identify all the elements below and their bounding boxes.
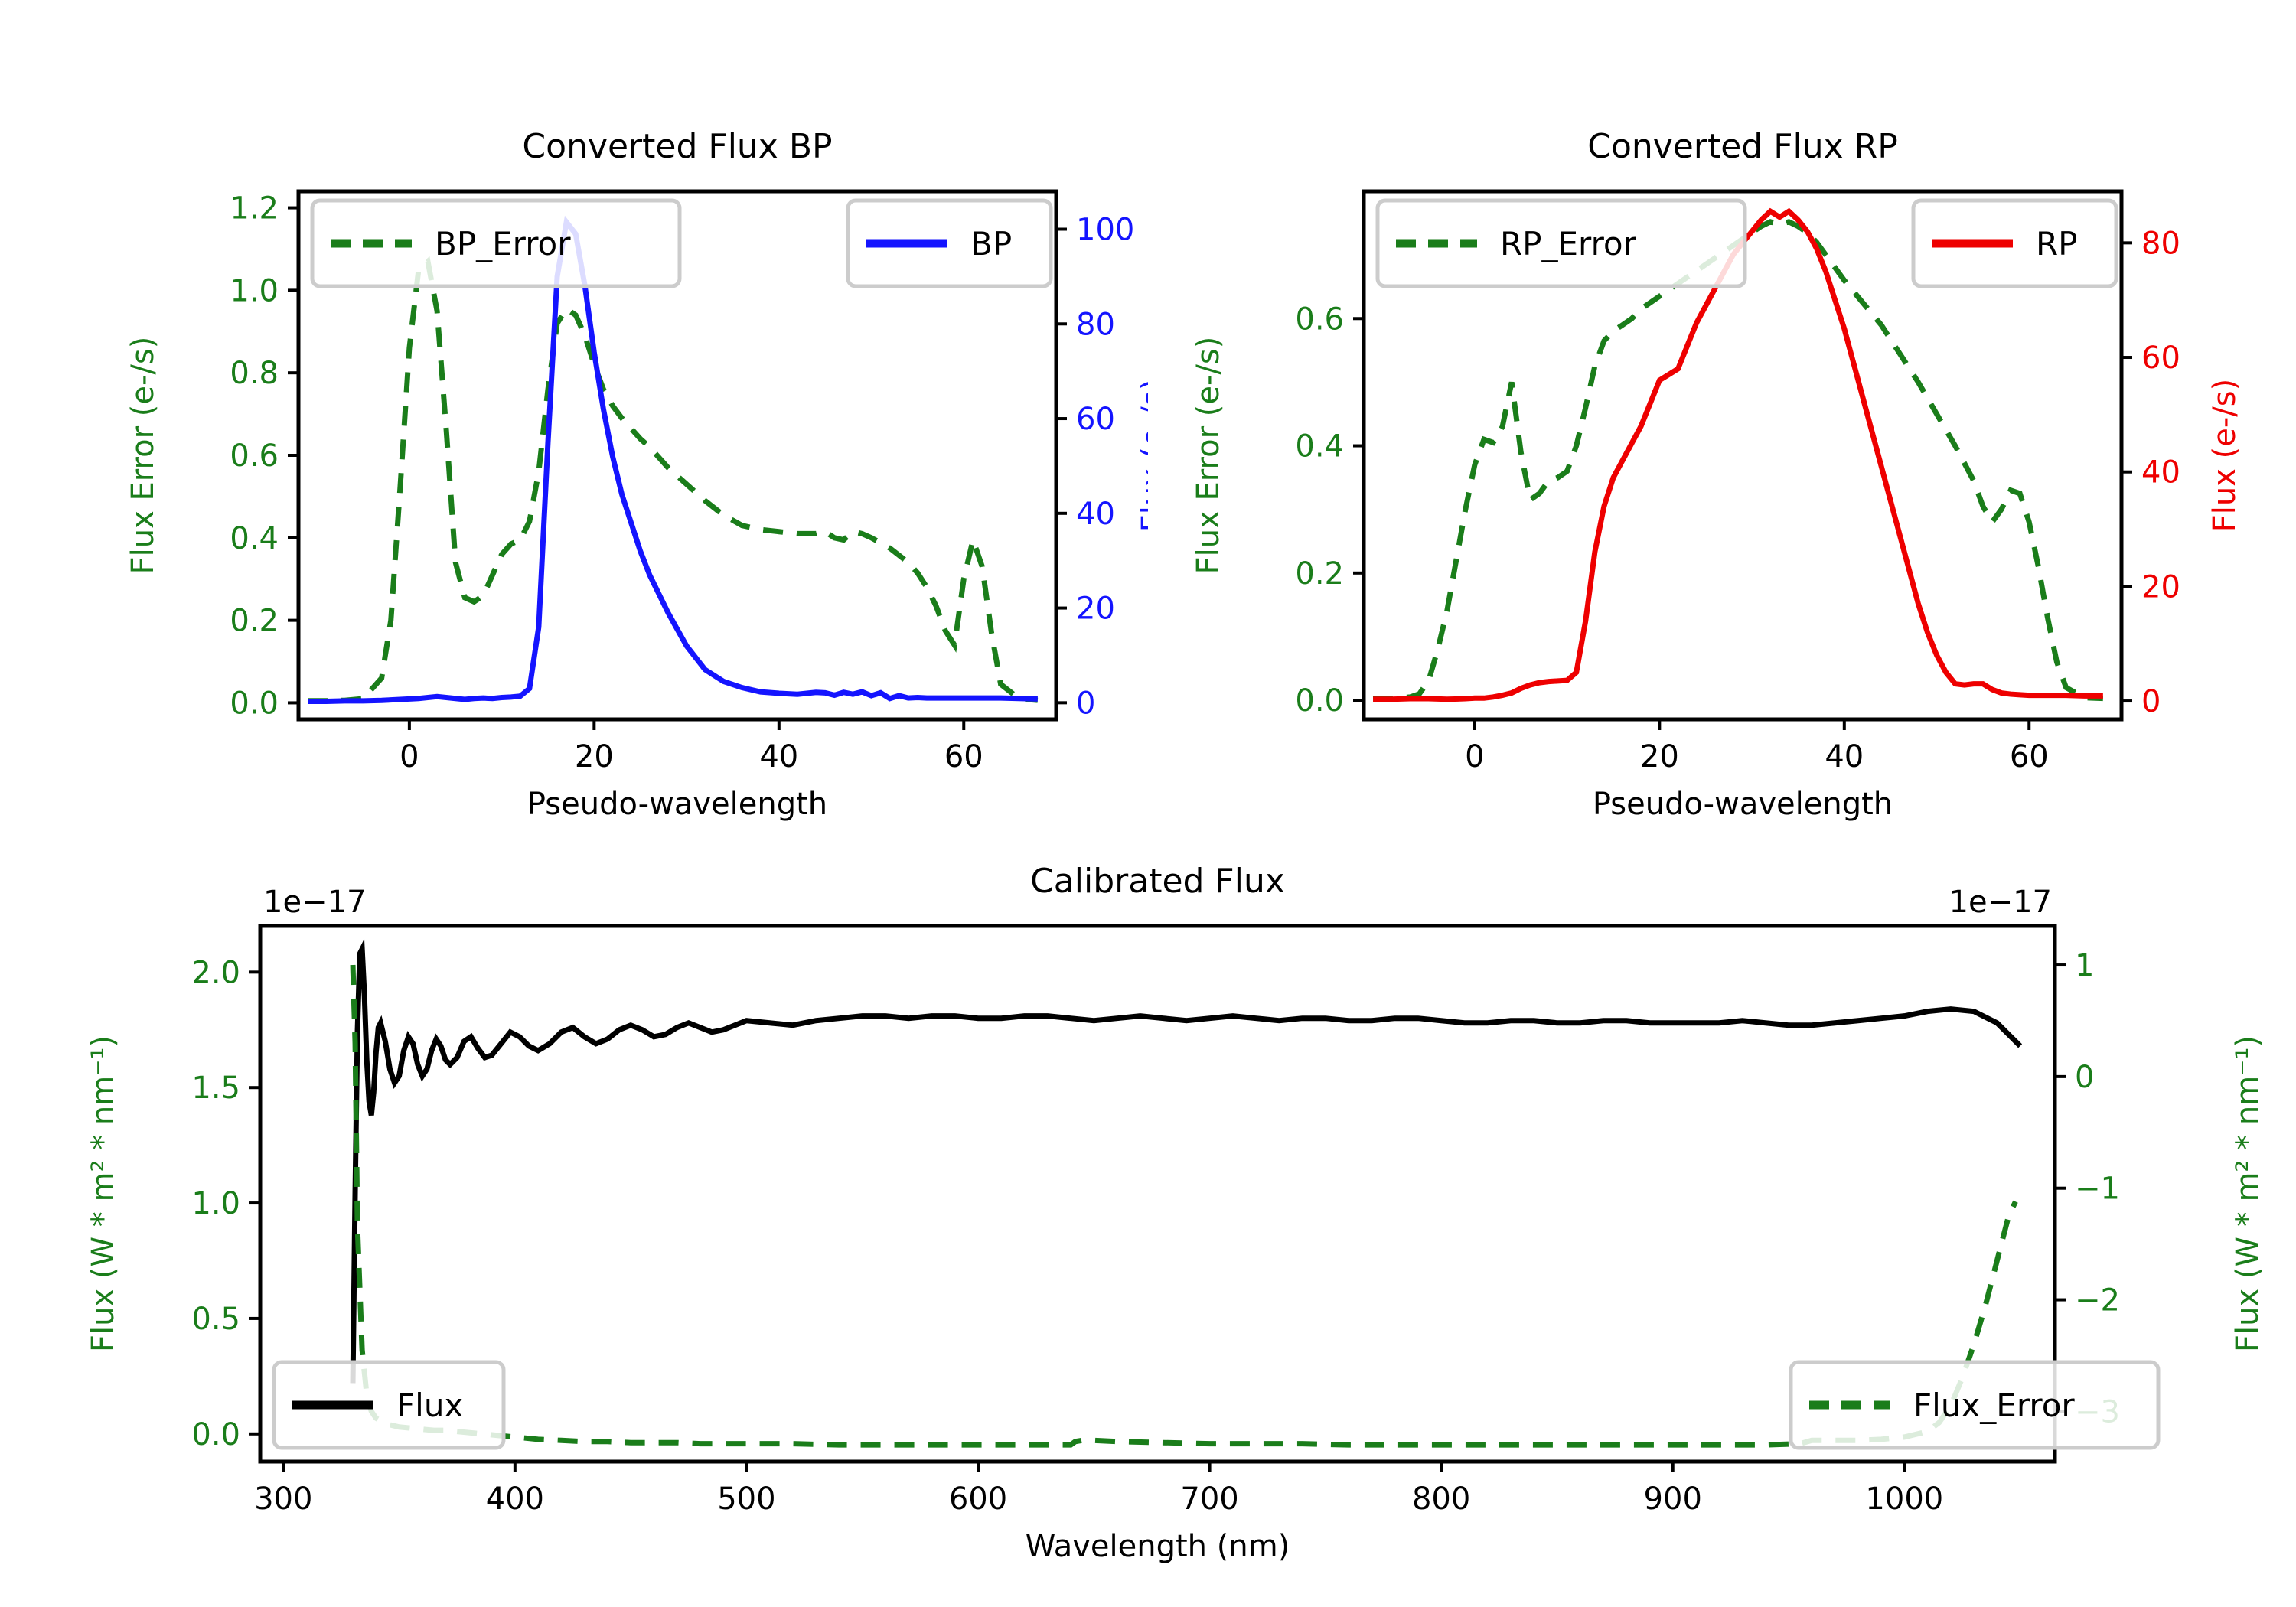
x-axis-label: Wavelength (nm) xyxy=(1026,1529,1290,1564)
series-flux xyxy=(350,938,2023,1384)
x-tick-label: 0 xyxy=(400,739,419,774)
y-tick-label-right: 80 xyxy=(1076,307,1115,342)
y-tick-label-right: 20 xyxy=(1076,592,1115,627)
y-offset-label-right: 1e−17 xyxy=(1949,885,2052,920)
x-tick-label: 20 xyxy=(1640,739,1679,774)
plot-title-converted-flux-bp: Converted Flux BP xyxy=(522,127,832,166)
series-flux-error xyxy=(350,964,2018,1448)
y-tick-label-left: 0.8 xyxy=(230,356,279,391)
subplot-converted-flux-bp: 0 20 40 60 Pseudo-wavelength 0.0 0.2 0.4 0.6 0.8 1… xyxy=(126,127,1148,822)
y-axis-label-left: Flux Error (e-/s) xyxy=(1191,337,1226,575)
plot-frame-converted-flux-rp xyxy=(1362,189,2124,722)
legend-flux-error: Flux_Error xyxy=(1789,1360,2161,1450)
y-tick-label-right: 1 xyxy=(2075,948,2094,983)
y-tick-label-left: 0.0 xyxy=(1295,683,1344,719)
y-axis-label-left: Flux (W * m² * nm⁻¹) xyxy=(86,1035,121,1352)
legend-box-rp-error[interactable] xyxy=(1375,198,1747,288)
legend-label-flux: Flux xyxy=(396,1387,463,1424)
y-axis-label-right: Flux (e-/s) xyxy=(2207,379,2242,532)
x-tick-label: 1000 xyxy=(1865,1482,1943,1517)
legend-label-rp-error: RP_Error xyxy=(1500,225,1637,262)
legend-label-bp-error: BP_Error xyxy=(435,225,571,262)
plot-title-converted-flux-rp: Converted Flux RP xyxy=(1587,127,1898,166)
y-tick-label-left: 1.0 xyxy=(230,273,279,308)
y-tick-label-right: 100 xyxy=(1076,213,1134,248)
y-tick-label-left: 0.6 xyxy=(230,438,279,474)
y-tick-label-left: 0.6 xyxy=(1295,302,1344,337)
legend-box-rp[interactable] xyxy=(1911,198,2118,288)
series-bp xyxy=(308,215,1038,704)
y-tick-label-right: −1 xyxy=(2075,1172,2120,1207)
y-axis-label-right: Flux (W * m² * nm⁻¹) xyxy=(2230,1035,2265,1352)
y-axis-label-left: Flux Error (e-/s) xyxy=(126,337,161,575)
legend-rp-error: RP_Error xyxy=(1375,198,1747,288)
subplot-calibrated-flux: 300 400 500 600 700 800 900 1000 Wavelength (nm)… xyxy=(86,862,2265,1564)
x-tick-label: 300 xyxy=(254,1482,312,1517)
x-tick-label: 40 xyxy=(1825,739,1864,774)
x-tick-label: 20 xyxy=(575,739,614,774)
series-rp xyxy=(1373,207,2103,702)
legend-box-flux-error[interactable] xyxy=(1789,1360,2161,1450)
legend-bp: BP xyxy=(846,198,1053,288)
legend-box-flux[interactable] xyxy=(272,1360,506,1450)
y-tick-label-right: 80 xyxy=(2141,226,2180,261)
y-tick-label-left: 0.0 xyxy=(191,1417,240,1452)
y-tick-label-left: 0.2 xyxy=(230,604,279,639)
x-axis-label: Pseudo-wavelength xyxy=(1593,787,1893,822)
legend-rp: RP xyxy=(1911,198,2118,288)
y-tick-label-left: 0.2 xyxy=(1295,556,1344,592)
plot-frame-calibrated-flux xyxy=(258,924,2057,1464)
legend-bp-error: BP_Error xyxy=(310,198,682,288)
y-axis-label-right: Flux (e-/s) xyxy=(1136,379,1148,532)
y-tick-label-left: 0.4 xyxy=(1295,429,1344,464)
y-tick-label-right: 40 xyxy=(1076,497,1115,532)
series-bp-error xyxy=(308,256,1039,704)
legend-label-bp: BP xyxy=(970,225,1012,262)
y-tick-label-right: 60 xyxy=(1076,402,1115,437)
x-tick-label: 700 xyxy=(1180,1482,1238,1517)
y-tick-label-left: 2.0 xyxy=(191,955,240,990)
y-tick-label-right: 40 xyxy=(2141,455,2180,491)
series-rp-error xyxy=(1372,219,2103,702)
x-tick-label: 60 xyxy=(944,739,983,774)
x-tick-label: 500 xyxy=(717,1482,775,1517)
legend-box-bp[interactable] xyxy=(846,198,1053,288)
y-tick-label-left: 1.5 xyxy=(191,1071,240,1106)
y-tick-label-left: 1.0 xyxy=(191,1186,240,1221)
x-tick-label: 400 xyxy=(486,1482,544,1517)
legend-box-bp-error[interactable] xyxy=(310,198,682,288)
x-tick-label: 600 xyxy=(949,1482,1007,1517)
plot-title-calibrated-flux: Calibrated Flux xyxy=(1030,862,1285,901)
x-tick-label: 900 xyxy=(1644,1482,1702,1517)
x-axis-label: Pseudo-wavelength xyxy=(527,787,827,822)
legend-flux: Flux xyxy=(272,1360,506,1450)
subplot-converted-flux-rp: 0 20 40 60 Pseudo-wavelength 0.0 0.2 0.4 0.6 Flux… xyxy=(1191,127,2242,822)
y-tick-label-right: −2 xyxy=(2075,1283,2120,1319)
y-tick-label-right: 60 xyxy=(2141,341,2180,376)
y-offset-label-left: 1e−17 xyxy=(263,885,366,920)
x-tick-label: 800 xyxy=(1412,1482,1470,1517)
x-tick-label: 60 xyxy=(2010,739,2049,774)
y-tick-label-left: 0.5 xyxy=(191,1302,240,1337)
y-tick-label-right: 20 xyxy=(2141,569,2180,605)
x-tick-label: 40 xyxy=(759,739,798,774)
y-tick-label-right: 0 xyxy=(1076,686,1095,721)
y-tick-label-left: 1.2 xyxy=(230,191,279,227)
y-tick-label-left: 0.0 xyxy=(230,686,279,721)
y-tick-label-left: 0.4 xyxy=(230,521,279,556)
y-tick-label-right: 0 xyxy=(2075,1060,2094,1095)
y-tick-label-right: 0 xyxy=(2141,684,2161,719)
x-tick-label: 0 xyxy=(1465,739,1484,774)
legend-label-flux-error: Flux_Error xyxy=(1913,1387,2075,1424)
legend-label-rp: RP xyxy=(2036,225,2078,262)
